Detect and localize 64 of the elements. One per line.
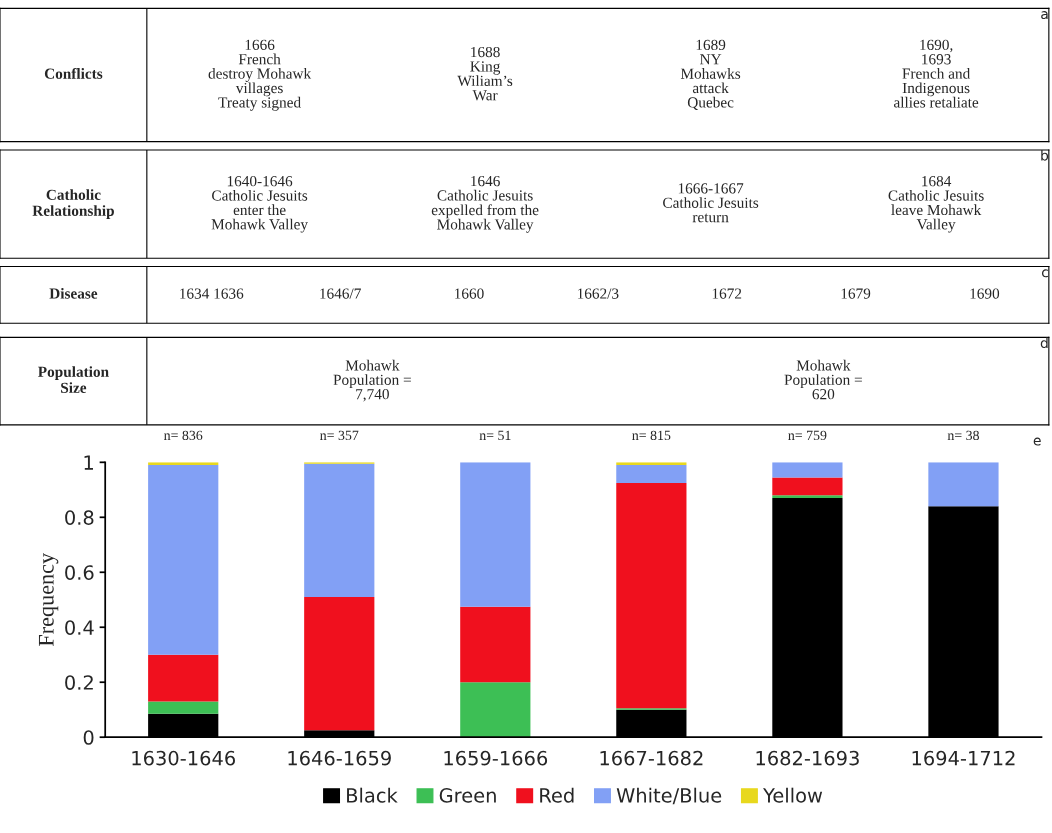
text: 1679 [841,288,871,299]
x-tick-label: 1682-1693 [756,750,859,766]
legend-label: Yellow [763,787,823,803]
bar [304,597,375,731]
bar [616,482,687,709]
text: 1634 1636 [180,288,244,299]
text: Population Size [38,366,109,393]
x-tick-label: 1659-1666 [444,750,548,766]
text: d [1040,337,1048,349]
x-tick-label: 1667-1682 [600,750,703,766]
annotation: n= 38 [947,430,979,441]
text: 1690 [970,288,1000,299]
bar [772,462,843,478]
text: 1672 [712,288,742,299]
annotation: n= 759 [788,430,827,441]
text: Catholic Relationship [32,189,114,219]
text: 1684 Catholic Jesuits leave Mohawk Valley [888,176,984,233]
y-tick-label: 0.4 [65,620,94,635]
annotation: n= 51 [479,430,511,441]
text: 1690, 1693 French and Indigenous allies retaliate [894,39,979,108]
bar [148,654,219,702]
text: 1646/7 [320,288,361,299]
bar [772,495,843,499]
x-tick-label: 1630-1646 [132,750,235,766]
bar [148,701,219,714]
annotation: n= 836 [164,430,203,441]
legend-label: White/Blue [616,787,722,805]
bar [772,477,843,496]
text: a [1041,11,1048,20]
legend-label: Red [540,787,574,803]
legend-label: Green [439,788,496,803]
bar [460,682,531,738]
y-tick-label: 0 [83,730,94,745]
x-tick-label: 1694-1712 [912,750,1015,766]
legend-label: Black [347,787,398,803]
text: 1640-1646 Catholic Jesuits enter the Mohawk Valley [211,176,308,233]
text: 1689 NY Mohawks attack Quebec [680,39,741,110]
text: 1666-1667 Catholic Jesuits return [663,183,759,223]
y-tick-label: 0.2 [65,675,93,690]
text: 1688 King Wiliam’s War [457,46,513,101]
bar [928,462,999,507]
annotation: n= 815 [632,430,671,441]
text: 1660 [455,288,484,299]
text: Disease [49,287,98,299]
y-axis-title: Frequency [38,552,59,647]
y-tick-label: 0.8 [65,510,94,525]
bar [460,606,531,683]
x-tick-label: 1646-1659 [288,750,391,766]
annotation: n= 357 [320,430,359,441]
bar [304,463,375,598]
text: Mohawk Population = 7,740 [333,359,411,402]
text: Mohawk Population = 620 [784,359,862,400]
text: c [1041,269,1048,278]
bar [616,465,687,483]
text: 1662/3 [577,288,619,299]
chart-subtitle: e [1033,437,1041,446]
bar [148,465,219,655]
text: Conflicts [44,67,103,79]
text: 1646 Catholic Jesuits expelled from the Mohawk Valley [431,175,539,233]
bar [460,462,531,607]
text: 1666 French destroy Mohawk villages Treaty signed [208,39,312,111]
y-tick-label: 0.6 [65,565,94,580]
text: b [1041,149,1049,161]
y-tick-label: 1 [84,455,93,470]
